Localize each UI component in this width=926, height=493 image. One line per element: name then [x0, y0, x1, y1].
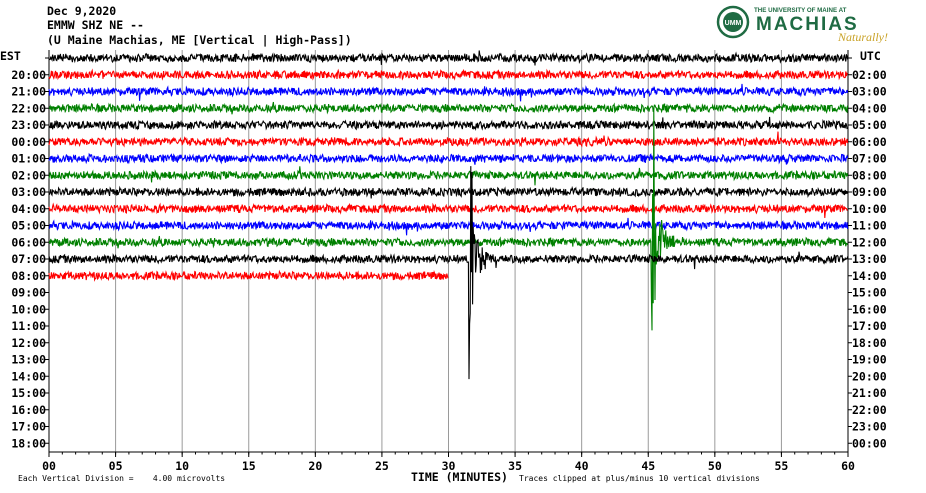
left-tick-label: 23:00 [11, 118, 46, 132]
trace-line [48, 166, 849, 380]
left-tick-label: 12:00 [11, 336, 46, 350]
left-tick-label: 04:00 [11, 202, 46, 216]
trace-line [48, 131, 849, 148]
trace-line [48, 269, 449, 282]
x-tick-label: 35 [508, 459, 522, 473]
right-tick-label: 13:00 [852, 252, 887, 266]
x-tick-label: 30 [442, 459, 456, 473]
left-axis-label: EST [0, 49, 21, 63]
right-tick-label: 06:00 [852, 135, 887, 149]
logo-line1: THE UNIVERSITY OF MAINE AT [754, 7, 847, 14]
right-tick-label: 03:00 [852, 85, 887, 99]
trace-line [48, 185, 849, 199]
left-tick-label: 10:00 [11, 302, 46, 316]
header-location: (U Maine Machias, ME [Vertical | High-Pa… [47, 33, 352, 47]
right-tick-label: 17:00 [852, 319, 887, 333]
trace-line [48, 50, 849, 66]
header-station: EMMW SHZ NE -- [47, 18, 144, 32]
x-tick-label: 05 [109, 459, 123, 473]
left-tick-label: 14:00 [11, 369, 46, 383]
right-tick-label: 16:00 [852, 302, 887, 316]
left-tick-label: 11:00 [11, 319, 46, 333]
trace-line [48, 68, 849, 81]
trace-line [48, 166, 849, 186]
left-tick-label: 21:00 [11, 85, 46, 99]
right-tick-label: 08:00 [852, 168, 887, 182]
x-tick-label: 40 [575, 459, 589, 473]
x-tick-label: 15 [242, 459, 256, 473]
left-axis-ticks: 20:00 21:00 22:00 23:00 00:00 01:00 02:00 03:00… [11, 57, 49, 450]
right-tick-label: 20:00 [852, 369, 887, 383]
right-tick-label: 21:00 [852, 386, 887, 400]
left-tick-label: 01:00 [11, 152, 46, 166]
right-tick-label: 22:00 [852, 403, 887, 417]
right-tick-label: 09:00 [852, 185, 887, 199]
trace-line [48, 152, 849, 165]
seal-text: UMM [725, 20, 742, 27]
right-tick-label: 05:00 [852, 118, 887, 132]
right-tick-label: 23:00 [852, 420, 887, 434]
logo-line2: MACHIAS [756, 14, 859, 35]
trace-line [48, 202, 848, 219]
left-tick-label: 17:00 [11, 420, 46, 434]
left-tick-label: 06:00 [11, 235, 46, 249]
trace-line [48, 116, 848, 132]
header-date: Dec 9,2020 [47, 4, 117, 18]
right-tick-label: 18:00 [852, 336, 887, 350]
left-tick-label: 22:00 [11, 101, 46, 115]
left-tick-label: 03:00 [11, 185, 46, 199]
left-tick-label: 02:00 [11, 168, 46, 182]
right-axis-ticks: 02:00 03:00 04:00 05:00 06:00 07:00 08:00 09:00… [848, 57, 887, 450]
x-axis-ticks: 00 05 10 15 20 25 30 35 40 45 50 55 60 [42, 452, 855, 473]
x-tick-label: 10 [175, 459, 189, 473]
trace-line [48, 101, 849, 115]
right-tick-label: 14:00 [852, 269, 887, 283]
right-tick-label: 00:00 [852, 436, 887, 450]
x-tick-label: 60 [841, 459, 855, 473]
right-tick-label: 04:00 [852, 101, 887, 115]
traces [48, 50, 849, 380]
left-tick-label: 05:00 [11, 219, 46, 233]
left-tick-label: 20:00 [11, 68, 46, 82]
right-tick-label: 11:00 [852, 219, 887, 233]
right-tick-label: 10:00 [852, 202, 887, 216]
clip-note: Traces clipped at plus/minus 10 vertical… [519, 474, 760, 483]
right-tick-label: 12:00 [852, 235, 887, 249]
left-tick-label: 16:00 [11, 403, 46, 417]
logo-tagline: Naturally! [837, 30, 888, 43]
x-axis-title: TIME (MINUTES) [411, 470, 508, 484]
left-tick-label: 09:00 [11, 286, 46, 300]
x-tick-label: 25 [375, 459, 389, 473]
right-tick-label: 19:00 [852, 353, 887, 367]
trace-line [48, 217, 849, 236]
x-tick-label: 55 [774, 459, 788, 473]
trace-line [48, 83, 849, 102]
right-tick-label: 02:00 [852, 68, 887, 82]
left-tick-label: 08:00 [11, 269, 46, 283]
x-tick-label: 00 [42, 459, 56, 473]
right-tick-label: 15:00 [852, 286, 887, 300]
trace-line [48, 107, 849, 331]
seal-icon: UMM [716, 5, 750, 39]
x-tick-label: 50 [708, 459, 722, 473]
left-tick-label: 07:00 [11, 252, 46, 266]
university-logo: UMM THE UNIVERSITY OF MAINE AT MACHIAS N… [716, 5, 888, 43]
x-tick-label: 45 [641, 459, 655, 473]
division-note: Each Vertical Division = 4.00 microvolts [18, 474, 226, 483]
right-axis-label: UTC [860, 49, 881, 63]
left-tick-label: 13:00 [11, 353, 46, 367]
left-tick-label: 18:00 [11, 436, 46, 450]
right-tick-label: 07:00 [852, 152, 887, 166]
x-tick-label: 20 [308, 459, 322, 473]
left-tick-label: 15:00 [11, 386, 46, 400]
left-tick-label: 00:00 [11, 135, 46, 149]
